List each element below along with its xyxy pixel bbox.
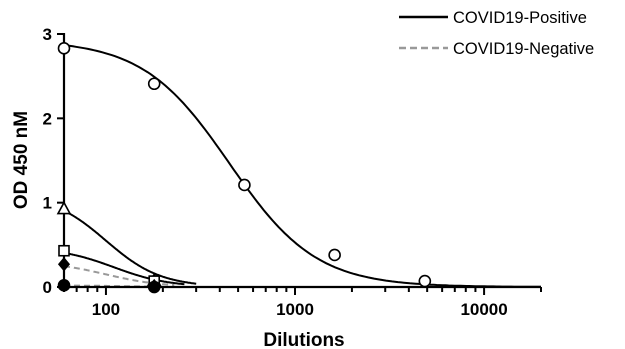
y-tick-label: 2 <box>43 109 52 128</box>
data-point-diamond <box>57 256 71 272</box>
fit-curve-triangle <box>63 209 197 285</box>
y-tick-label: 0 <box>43 278 52 297</box>
data-point-circle <box>328 248 341 262</box>
fit-curve-square <box>63 251 185 286</box>
x-tick-label: 100 <box>92 300 120 319</box>
x-tick-label: 10000 <box>460 300 507 319</box>
legend: COVID19-Positive COVID19-Negative <box>399 9 594 58</box>
legend-label-positive: COVID19-Positive <box>453 9 587 27</box>
data-points-layer <box>56 42 432 294</box>
tick-labels-layer: 0 1 2 3 100 1000 10000 <box>43 25 508 319</box>
data-point-circle <box>57 279 71 292</box>
x-axis-title: Dilutions <box>263 330 344 349</box>
y-tick-label: 3 <box>43 25 52 44</box>
data-point-square <box>58 244 70 257</box>
data-point-circle <box>238 178 251 192</box>
data-point-circle <box>147 77 161 91</box>
data-point-triangle <box>56 200 72 215</box>
x-tick-label: 1000 <box>276 300 314 319</box>
y-axis-title: OD 450 nM <box>11 111 32 209</box>
data-point-circle <box>418 274 432 288</box>
y-tick-label: 1 <box>43 194 52 213</box>
fit-curve-circle <box>63 44 541 288</box>
fitted-curves-layer <box>63 44 541 288</box>
data-point-circle <box>147 280 161 294</box>
legend-label-negative: COVID19-Negative <box>453 40 594 58</box>
axes-layer <box>57 33 542 295</box>
data-point-circle <box>57 42 71 55</box>
